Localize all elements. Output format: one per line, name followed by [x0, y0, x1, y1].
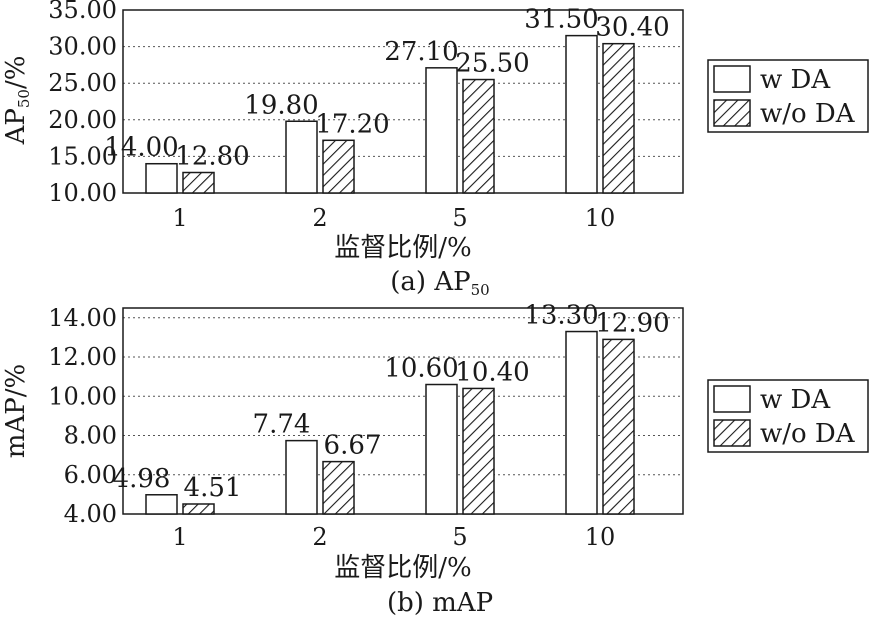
chart-b-x-tick-label: 10: [585, 523, 616, 551]
chart-a-data-label: 17.20: [315, 109, 389, 139]
chart-b-bar-w-da: [425, 383, 458, 515]
chart-b-x-tick-label: 2: [312, 523, 327, 551]
chart-b-data-label: 10.40: [455, 357, 529, 387]
chart-a-x-tick-label: 5: [452, 204, 467, 232]
chart-a-bars: [145, 34, 635, 194]
chart-a-caption: (a) AP50: [390, 267, 489, 299]
chart-b-legend-label-wo-da: w/o DA: [760, 419, 856, 449]
chart-b-x-tick-label: 5: [452, 523, 467, 551]
chart-b-bar-wo-da: [602, 338, 635, 515]
chart-b-bars: [145, 330, 635, 515]
chart-a-legend-swatch-wo-da: [713, 99, 751, 127]
chart-b-bar-w-da: [565, 330, 598, 515]
chart-a-data-labels: 14.00 19.80 27.10 31.50 12.80 17.20 25.50 30.40: [104, 5, 669, 172]
chart-a-y-tick-label: 10.00: [48, 179, 117, 207]
chart-a-data-label: 14.00: [104, 133, 178, 163]
chart-b-y-tick-label: 10.00: [48, 382, 117, 410]
chart-b-data-label: 13.30: [524, 301, 598, 331]
chart-a-data-label: 31.50: [524, 5, 598, 35]
chart-a-x-tick-label: 10: [585, 204, 616, 232]
chart-b-bar-wo-da: [182, 503, 215, 515]
chart-b-legend-box: [707, 379, 869, 453]
chart-b-legend-label-w-da: w DA: [760, 385, 831, 415]
chart-a-legend-label-w-da: w DA: [760, 65, 831, 95]
chart-a-y-tick-label: 35.00: [48, 0, 117, 24]
chart-a-legend-swatch-w-da: [713, 65, 751, 93]
chart-b-y-tick-label: 4.00: [64, 500, 117, 528]
chart-a-x-axis-label: 监督比例/%: [334, 233, 471, 263]
chart-b-y-ticks: 4.00 6.00 8.00 10.00 12.00 14.00: [48, 304, 117, 528]
chart-b-y-tick-label: 6.00: [64, 461, 117, 489]
chart-b: 4.98 7.74 10.60 13.30 4.51 6.67 10.40 12.90 4.0…: [1, 301, 869, 618]
chart-a-legend: w DA w/o DA: [707, 59, 869, 133]
chart-a-data-label: 30.40: [595, 13, 669, 43]
chart-b-y-axis-label: mAP/%: [1, 364, 31, 458]
chart-b-bar-wo-da: [462, 387, 495, 515]
chart-a: 14.00 19.80 27.10 31.50 12.80 17.20 25.50 30.40…: [1, 0, 869, 299]
chart-b-x-axis-label: 监督比例/%: [334, 553, 471, 583]
chart-b-grid: [123, 317, 683, 476]
chart-a-data-label: 12.80: [175, 142, 249, 172]
chart-a-data-label: 19.80: [244, 90, 318, 120]
chart-b-caption: (b) mAP: [387, 588, 493, 618]
chart-a-y-tick-label: 20.00: [48, 106, 117, 134]
chart-b-x-tick-label: 1: [172, 523, 187, 551]
chart-a-y-ticks: 10.00 15.00 20.00 25.00 30.00 35.00: [48, 0, 117, 207]
chart-a-bar-wo-da: [182, 171, 215, 194]
chart-b-data-label: 6.67: [324, 431, 382, 461]
chart-b-data-label: 12.90: [595, 308, 669, 338]
chart-a-bar-w-da: [565, 34, 598, 194]
chart-a-bar-wo-da: [602, 42, 635, 194]
chart-b-x-ticks: 1 2 5 10: [172, 523, 615, 551]
chart-a-y-tick-label: 25.00: [48, 69, 117, 97]
chart-b-y-tick-label: 14.00: [48, 304, 117, 332]
chart-b-bar-w-da: [285, 439, 318, 515]
chart-a-bar-w-da: [425, 67, 458, 194]
chart-b-data-label: 4.51: [184, 473, 242, 503]
chart-a-x-tick-label: 2: [312, 204, 327, 232]
chart-b-data-label: 4.98: [113, 464, 171, 494]
chart-a-x-tick-label: 1: [172, 204, 187, 232]
chart-a-bar-wo-da: [462, 78, 495, 194]
chart-b-data-labels: 4.98 7.74 10.60 13.30 4.51 6.67 10.40 12.90: [113, 301, 670, 503]
chart-b-bar-w-da: [145, 494, 178, 515]
chart-a-legend-label-wo-da: w/o DA: [760, 99, 856, 129]
chart-a-data-label: 25.50: [455, 49, 529, 79]
chart-b-legend-swatch-wo-da: [713, 419, 751, 447]
chart-a-data-label: 27.10: [384, 37, 458, 67]
chart-b-data-label: 10.60: [384, 354, 458, 384]
chart-a-y-tick-label: 15.00: [48, 142, 117, 170]
chart-b-plot-frame: [122, 307, 684, 515]
chart-b-y-tick-label: 8.00: [64, 422, 117, 450]
chart-a-x-ticks: 1 2 5 10: [172, 204, 615, 232]
chart-a-y-tick-label: 30.00: [48, 33, 117, 61]
chart-a-bar-wo-da: [322, 139, 355, 194]
chart-a-bar-w-da: [285, 120, 318, 194]
chart-b-bar-wo-da: [322, 460, 355, 515]
chart-a-plot-frame: [122, 9, 684, 194]
chart-b-y-tick-label: 12.00: [48, 343, 117, 371]
chart-b-data-label: 7.74: [253, 410, 311, 440]
chart-b-legend: w DA w/o DA: [707, 379, 869, 453]
chart-b-legend-swatch-w-da: [713, 385, 751, 413]
chart-a-bar-w-da: [145, 162, 178, 194]
chart-a-y-axis-label: AP50/%: [1, 56, 33, 146]
chart-a-legend-box: [707, 59, 869, 133]
